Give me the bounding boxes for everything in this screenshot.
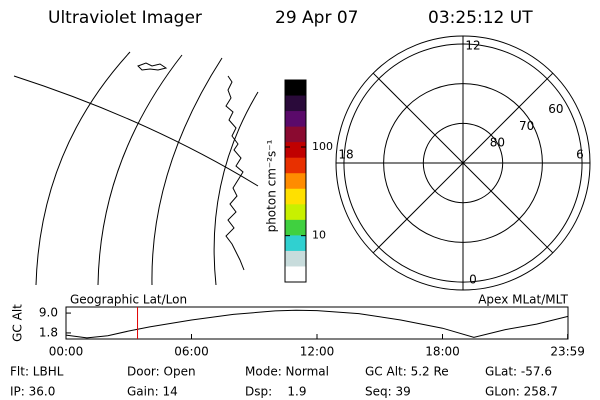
status-field: Gain: 14: [127, 385, 178, 399]
panel-title: Geographic Lat/Lon: [70, 293, 187, 307]
color-band: [285, 142, 306, 159]
map: [13, 51, 259, 286]
status-field: Seq: 39: [365, 385, 411, 399]
status-field: GC Alt: 5.2 Re: [365, 365, 449, 379]
color-band: [285, 235, 306, 252]
colorbar-label: photon cm⁻²s⁻¹: [265, 139, 279, 232]
color-band: [285, 204, 306, 221]
status-field: Dsp: 1.9: [245, 385, 307, 399]
x-tick-label: 23:59: [550, 345, 585, 359]
map-grid-arc: [151, 57, 223, 286]
map-grid-arc: [35, 51, 131, 286]
title: Ultraviolet Imager: [48, 8, 202, 28]
colorbar-frame: [284, 79, 307, 283]
lat-label: 60: [548, 102, 563, 116]
color-band: [285, 126, 306, 143]
grid-circle: [343, 43, 583, 283]
grid-circle: [383, 83, 543, 243]
x-tick-label: 00:00: [49, 345, 84, 359]
altitude-line: [65, 309, 569, 339]
mlt-label: 12: [465, 39, 480, 53]
status-field: Door: Open: [127, 365, 196, 379]
time: 03:25:12 UT: [428, 8, 533, 28]
status-field: IP: 36.0: [10, 385, 55, 399]
mlt-label: 0: [469, 273, 477, 287]
status-field: GLat: -57.6: [485, 365, 552, 379]
date: 29 Apr 07: [275, 8, 358, 28]
status-field: Mode: Normal: [245, 365, 329, 379]
map-grid-arc: [97, 54, 183, 286]
y-axis-label: GC Alt: [11, 304, 25, 342]
mlt-label: 6: [576, 148, 584, 162]
map-grid-arc: [213, 91, 259, 286]
x-tick-label: 18:00: [425, 345, 460, 359]
status-field: Flt: LBHL: [10, 365, 64, 379]
mlt-label: 18: [338, 148, 353, 162]
grid-circle: [422, 122, 504, 204]
color-band: [285, 219, 306, 236]
x-tick-label: 06:00: [174, 345, 209, 359]
panel-title: Apex MLat/MLT: [478, 293, 568, 307]
color-band: [285, 250, 306, 267]
color-band: [285, 111, 306, 128]
x-tick-label: 12:00: [300, 345, 335, 359]
map-grid-line: [13, 75, 259, 187]
color-band: [285, 173, 306, 190]
color-band: [285, 157, 306, 174]
color-band: [285, 188, 306, 205]
status-field: GLon: 258.7: [485, 385, 558, 399]
spoke: [372, 72, 554, 254]
y-tick-label: 1.8: [39, 325, 58, 339]
lat-label: 70: [519, 119, 534, 133]
island: [137, 62, 168, 71]
color-band: [285, 80, 306, 97]
lat-label: 80: [490, 136, 505, 150]
tick-label: 10: [312, 229, 326, 242]
color-band: [285, 266, 306, 283]
coastline: [225, 75, 245, 271]
tick-label: 100: [312, 140, 333, 153]
color-band: [285, 95, 306, 112]
y-tick-label: 9.0: [39, 306, 58, 320]
